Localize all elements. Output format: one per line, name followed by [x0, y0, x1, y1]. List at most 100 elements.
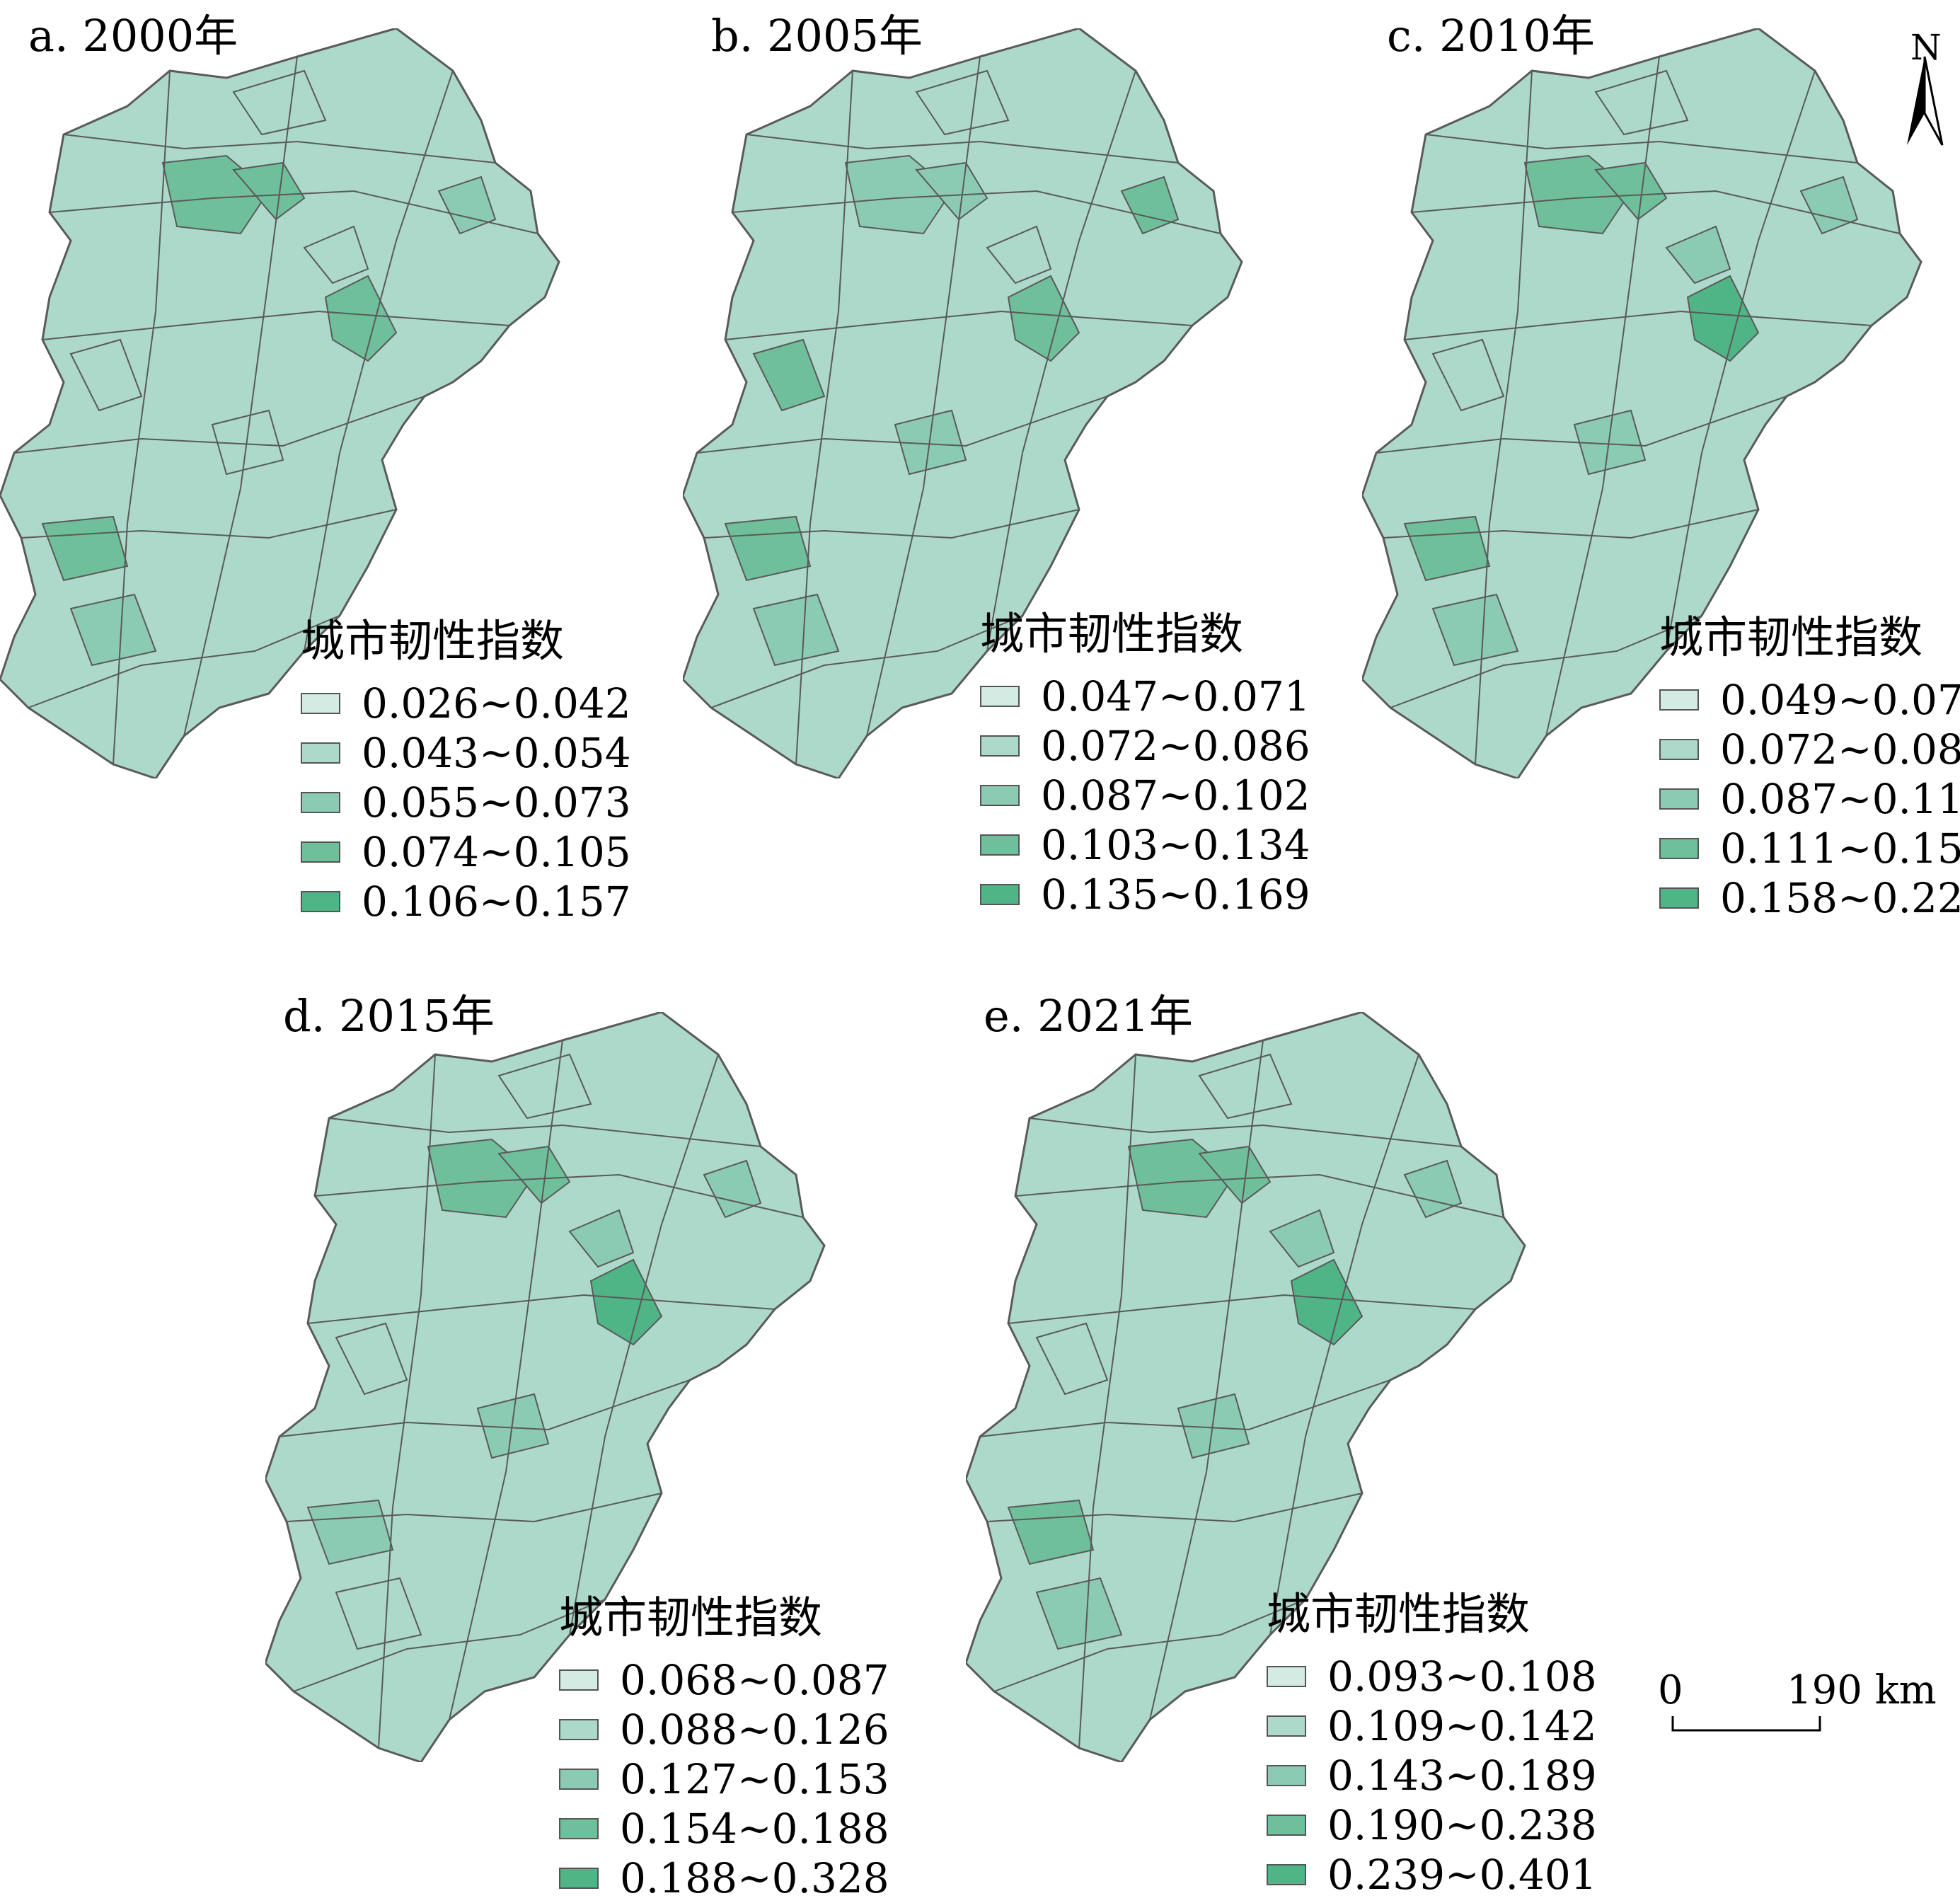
map-panel-e — [966, 1012, 1526, 1762]
legend-b: 城市韧性指数 0.047~0.071 0.072~0.086 0.087~0.1… — [980, 598, 1310, 919]
county-boundary — [979, 1379, 1391, 1437]
county-polygon — [752, 593, 840, 667]
legend-swatch — [559, 1868, 599, 1889]
county-polygon — [1290, 1258, 1364, 1346]
county-boundary — [1666, 70, 1816, 652]
county-polygon — [232, 161, 306, 221]
legend-item: 0.109~0.142 — [1267, 1701, 1597, 1751]
legend-label: 0.093~0.108 — [1327, 1652, 1597, 1701]
legend-label: 0.154~0.188 — [620, 1805, 889, 1853]
county-boundary — [1376, 396, 1787, 454]
county-polygon — [1665, 225, 1731, 284]
county-polygon — [324, 275, 398, 362]
county-polygon — [1120, 176, 1180, 235]
county-polygon — [915, 161, 988, 221]
legend-swatch — [980, 785, 1020, 806]
legend-label: 0.087~0.110 — [1720, 775, 1960, 823]
county-boundary — [746, 134, 1179, 163]
county-boundary — [279, 1379, 691, 1437]
legend-label: 0.068~0.087 — [620, 1656, 889, 1704]
county-boundary — [304, 70, 454, 652]
legend-swatch — [980, 686, 1020, 707]
map-panel-d — [265, 1012, 826, 1762]
legend-item: 0.043~0.054 — [301, 728, 631, 778]
county-polygon — [1035, 1322, 1109, 1396]
county-boundary — [449, 1040, 563, 1720]
legend-label: 0.190~0.238 — [1327, 1801, 1597, 1849]
county-boundary — [28, 615, 340, 708]
county-boundary — [1078, 1054, 1136, 1749]
county-polygon — [1594, 69, 1689, 136]
legend-item: 0.188~0.328 — [559, 1853, 889, 1903]
legend-item: 0.055~0.073 — [301, 778, 631, 827]
legend-label: 0.072~0.086 — [1041, 722, 1310, 770]
county-boundary — [63, 134, 496, 163]
legend-swatch — [559, 1719, 599, 1740]
county-boundary — [1015, 1173, 1504, 1218]
legend-title: 城市韧性指数 — [559, 1592, 823, 1643]
county-polygon — [568, 1209, 635, 1268]
legend-label: 0.055~0.073 — [362, 778, 631, 827]
county-boundary — [13, 396, 425, 454]
legend-item: 0.239~0.401 — [1267, 1850, 1597, 1899]
county-polygon — [437, 176, 497, 235]
panel-title-b: b. 2005年 — [711, 10, 923, 62]
county-boundary — [307, 1294, 776, 1324]
panel-title-d: d. 2015年 — [283, 990, 495, 1042]
legend-swatch — [1267, 1666, 1306, 1687]
county-polygon — [1007, 275, 1080, 362]
legend-label: 0.088~0.126 — [620, 1706, 889, 1754]
legend-swatch — [1267, 1815, 1306, 1836]
county-polygon — [1686, 275, 1760, 362]
county-polygon — [1431, 338, 1505, 412]
county-boundary — [993, 1599, 1306, 1692]
legend-swatch — [559, 1818, 599, 1839]
north-arrow-icon — [1907, 56, 1944, 146]
legend-item: 0.158~0.221 — [1659, 873, 1960, 923]
county-boundary — [986, 70, 1136, 652]
legend-label: 0.047~0.071 — [1041, 672, 1310, 720]
legend-item: 0.026~0.042 — [301, 679, 631, 728]
county-boundary — [21, 509, 397, 539]
legend-label: 0.158~0.221 — [1720, 874, 1960, 922]
legend-swatch — [301, 891, 340, 912]
legend-a: 城市韧性指数 0.026~0.042 0.043~0.054 0.055~0.0… — [301, 605, 631, 926]
legend-label: 0.127~0.153 — [620, 1755, 889, 1803]
county-polygon — [915, 69, 1010, 136]
county-polygon — [1198, 1053, 1293, 1120]
legend-item: 0.072~0.086 — [980, 721, 1310, 771]
county-polygon — [69, 593, 157, 667]
county-boundary — [569, 1054, 719, 1635]
county-boundary — [986, 1493, 1363, 1523]
county-boundary — [1390, 615, 1702, 708]
legend-label: 0.143~0.189 — [1327, 1752, 1597, 1800]
county-boundary — [49, 190, 538, 234]
county-polygon — [1594, 161, 1668, 221]
county-boundary — [1475, 70, 1533, 765]
county-polygon — [69, 338, 143, 412]
legend-label: 0.188~0.328 — [620, 1854, 889, 1902]
county-polygon — [1269, 1209, 1335, 1268]
county-polygon — [1198, 1145, 1272, 1205]
legend-item: 0.087~0.102 — [980, 771, 1310, 820]
county-polygon — [303, 225, 369, 284]
legend-item: 0.088~0.126 — [559, 1705, 889, 1754]
panel-title-c: c. 2010年 — [1387, 10, 1595, 62]
legend-label: 0.074~0.105 — [362, 828, 631, 876]
county-boundary — [1545, 56, 1660, 737]
county-boundary — [1383, 509, 1759, 539]
legend-item: 0.154~0.188 — [559, 1804, 889, 1853]
county-polygon — [232, 69, 327, 136]
county-boundary — [795, 70, 853, 765]
county-boundary — [1269, 1054, 1419, 1635]
legend-item: 0.190~0.238 — [1267, 1800, 1597, 1850]
county-polygon — [1799, 176, 1859, 235]
county-polygon — [1035, 1577, 1123, 1650]
legend-label: 0.103~0.134 — [1041, 821, 1310, 869]
legend-swatch — [980, 884, 1020, 905]
legend-item: 0.072~0.086 — [1659, 725, 1960, 774]
legend-swatch — [1659, 689, 1699, 711]
county-boundary — [866, 56, 981, 737]
legend-item: 0.143~0.189 — [1267, 1751, 1597, 1800]
county-boundary — [183, 56, 298, 737]
